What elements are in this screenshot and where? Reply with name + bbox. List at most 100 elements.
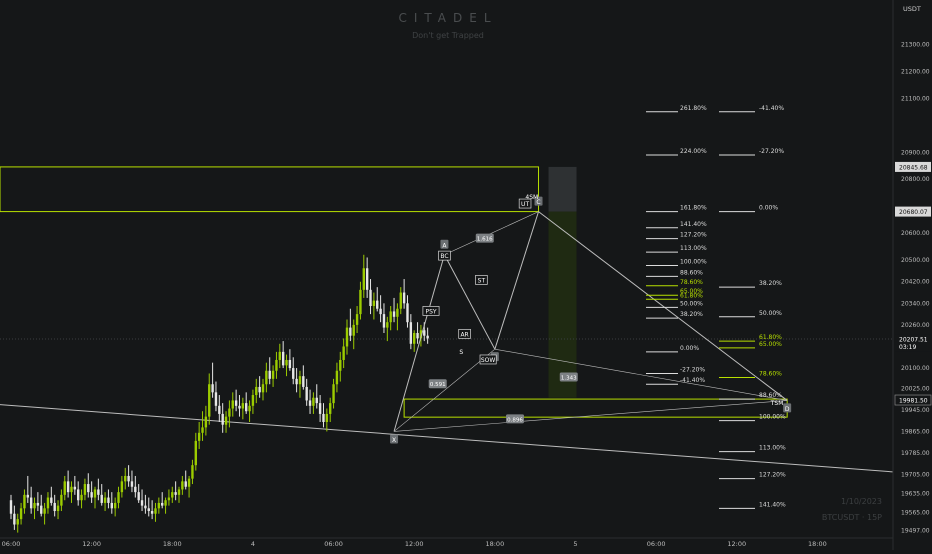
pattern-point-d: D [783, 403, 792, 413]
candle-body [60, 494, 63, 506]
candle-body [318, 403, 322, 414]
candle [134, 475, 137, 498]
candle-body [36, 502, 40, 506]
candle-body [97, 489, 100, 495]
candle [107, 489, 110, 509]
candle-body [312, 397, 315, 406]
candle [97, 478, 100, 501]
candle-body [386, 322, 389, 328]
candle-body [167, 497, 171, 501]
candle [352, 319, 355, 350]
fib-left-level: 38.20% [646, 311, 703, 319]
candle-body [187, 478, 191, 487]
candle-body [288, 359, 292, 369]
footer-symbol: BTCUSDT · 15P [822, 513, 882, 522]
demand-zone [403, 398, 788, 418]
pattern-point-box [534, 196, 543, 206]
fib-left-level: 141.40% [646, 221, 707, 229]
candle [50, 486, 53, 506]
candle-body [70, 486, 73, 493]
candle [329, 397, 332, 423]
candle [295, 368, 298, 393]
fib-label: -27.20% [680, 366, 705, 373]
candle [40, 494, 43, 517]
zones-layer [0, 166, 788, 418]
candle [16, 513, 19, 533]
fib-layer: 261.80% 224.00% 161.80% 141.40% 127.20% 113.0… [646, 105, 786, 509]
trendline [0, 404, 932, 476]
candle [275, 351, 278, 379]
pattern-point-x: X [390, 434, 399, 444]
fib-label: 88.60% [759, 392, 782, 399]
candle-body [221, 413, 224, 425]
price-tick: 21200.00 [901, 68, 930, 75]
candle [302, 365, 305, 390]
wyckoff-text: ST [478, 277, 486, 284]
candle-body [406, 303, 409, 323]
candle [339, 351, 342, 382]
candle-body [157, 502, 161, 509]
candle [288, 349, 292, 371]
price-tag-text: 20845.68 [899, 164, 928, 171]
candle [238, 395, 241, 417]
candle [224, 411, 228, 433]
candle [413, 330, 416, 352]
candle [271, 365, 275, 387]
candle [184, 470, 187, 490]
price-tick: 19945.00 [901, 407, 930, 414]
candle-body [224, 416, 228, 425]
candle-body [352, 324, 355, 336]
candle [315, 384, 318, 409]
candle [53, 494, 56, 517]
candle-body [204, 416, 208, 428]
candle-body [33, 502, 36, 509]
candle-body [362, 268, 365, 290]
time-tick: 18:00 [808, 540, 827, 548]
candle-body [241, 403, 245, 409]
fib-label: 50.00% [759, 310, 782, 317]
ratio-tag-box [559, 372, 578, 382]
candle [80, 489, 83, 509]
price-tag-sub: 03:19 [899, 344, 916, 351]
candle [399, 287, 402, 315]
wyckoff-text: PSY [425, 308, 436, 315]
price-tick: 19565.00 [901, 509, 930, 516]
candle-body [53, 502, 56, 512]
candle [349, 308, 352, 342]
candle-body [261, 384, 265, 393]
candle [332, 378, 335, 409]
footer-date: 1/10/2023 [841, 497, 882, 506]
candle [261, 378, 265, 401]
candle-body [87, 484, 90, 493]
candle-body [66, 481, 70, 493]
fib-label: 0.00% [680, 345, 699, 352]
candle-body [399, 292, 402, 309]
candle [103, 492, 107, 512]
candle [144, 494, 147, 514]
time-tick: 12:00 [727, 540, 746, 548]
candle-body [174, 492, 177, 495]
trendline-layer [0, 404, 932, 476]
candle [406, 295, 409, 328]
candle-body [248, 405, 251, 412]
candle [211, 362, 214, 398]
candle-body [184, 481, 187, 487]
candle [382, 303, 386, 333]
wyckoff-text: S [459, 349, 463, 356]
leg-ab [443, 254, 496, 350]
price-tick: 20420.00 [901, 279, 930, 286]
candle-body [77, 489, 80, 501]
candle-body [416, 332, 419, 339]
price-tick: 20260.00 [901, 322, 930, 329]
candle-body [127, 475, 130, 482]
candle-body [392, 311, 396, 317]
fib-label: 113.00% [680, 245, 707, 252]
candle [305, 378, 308, 406]
pattern-point-label: A [442, 242, 447, 249]
candle-body [278, 351, 281, 360]
candle-body [355, 314, 359, 325]
candle-body [295, 378, 298, 385]
